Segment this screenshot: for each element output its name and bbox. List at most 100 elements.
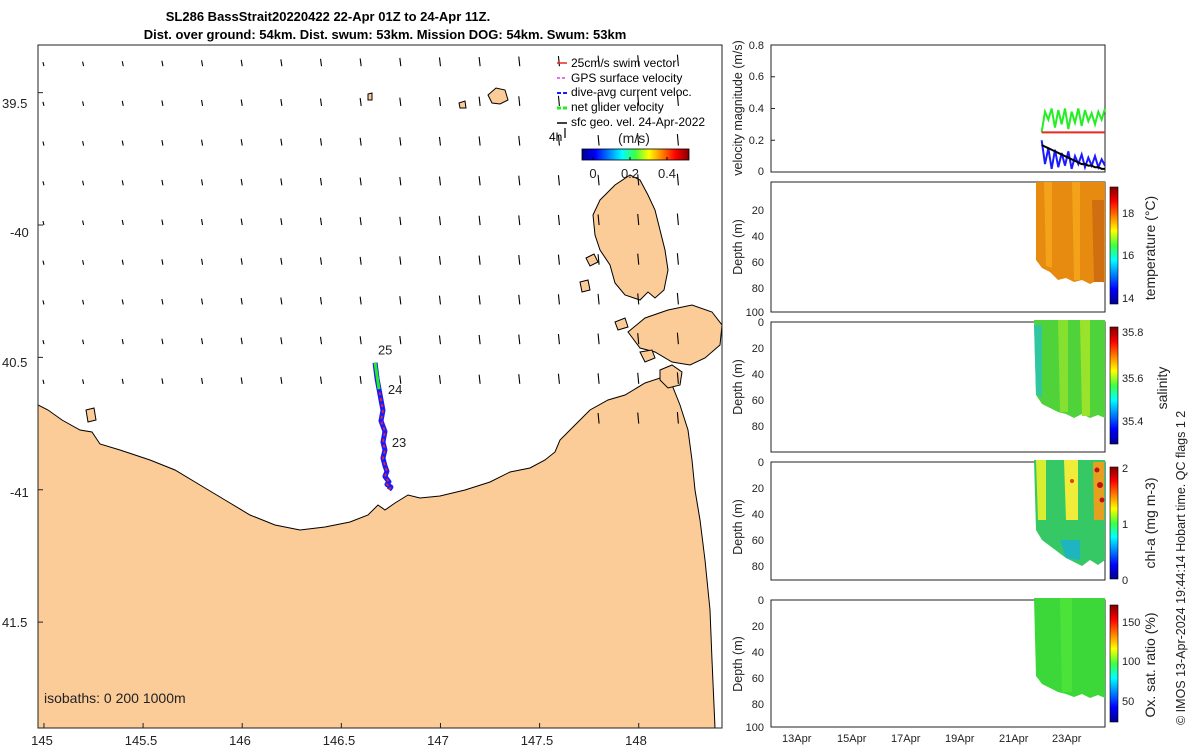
- chla-cbar-label: chl-a (mg m-3): [1142, 477, 1158, 568]
- current-vector: [478, 295, 481, 305]
- current-vector: [399, 216, 402, 226]
- small-island: [579, 279, 591, 293]
- current-vector: [201, 218, 204, 226]
- small-island: [85, 407, 97, 423]
- day-label: 24: [388, 382, 402, 397]
- current-vector: [359, 296, 362, 305]
- current-vector: [597, 134, 600, 146]
- salinity-colorbar: [1109, 326, 1119, 445]
- salinity-ylabel: Depth (m): [731, 359, 745, 415]
- current-vector: [121, 61, 124, 67]
- current-vector: [597, 254, 600, 265]
- current-vector: [121, 180, 124, 186]
- velocity-series-line: [1041, 144, 1105, 170]
- current-vector: [438, 295, 442, 305]
- current-vector: [478, 215, 481, 226]
- map-ytick-label: -40: [10, 225, 29, 240]
- current-vector: [240, 178, 243, 186]
- glider-track: [372, 362, 394, 492]
- vel-ytick: 0.6: [749, 71, 764, 83]
- current-vector: [82, 379, 85, 384]
- chla-section-streak: [1036, 460, 1046, 520]
- oxygen-colorbar: [1109, 604, 1119, 723]
- current-vector: [597, 333, 600, 345]
- current-vector: [597, 293, 600, 305]
- current-vector: [637, 55, 640, 67]
- current-vector: [280, 138, 283, 146]
- depth-tick: 80: [752, 561, 764, 573]
- small-island: [367, 92, 373, 101]
- current-vector: [82, 140, 85, 146]
- current-vector: [597, 214, 600, 226]
- glider-track-line: [372, 362, 394, 492]
- current-vector: [42, 379, 45, 384]
- current-vector-field: [42, 54, 679, 424]
- map-colorbar-tick: 0.2: [621, 166, 639, 181]
- current-vector: [637, 372, 640, 384]
- figure-title-line1: SL286 BassStrait20220422 22-Apr 01Z to 2…: [166, 9, 490, 24]
- chla-hotspot: [1070, 479, 1074, 483]
- current-vector: [438, 375, 442, 384]
- current-vector: [676, 134, 679, 146]
- current-vector: [121, 259, 124, 265]
- date-tick: 15Apr: [837, 733, 867, 745]
- current-vector: [161, 259, 164, 265]
- oxygen-section-streak: [1060, 598, 1072, 692]
- footer-copyright: © IMOS 13-Apr-2024 19:44:14 Hobart time.…: [1174, 411, 1188, 725]
- vel-ylabel: velocity magnitude (m/s): [731, 40, 745, 175]
- temperature-ylabel: Depth (m): [731, 219, 745, 275]
- current-vector: [42, 339, 45, 345]
- current-vector: [280, 218, 283, 226]
- salinity-cbar-tick: 35.6: [1122, 373, 1143, 385]
- current-vector: [82, 299, 85, 305]
- map-colorbar-tick: 0.4: [658, 166, 676, 181]
- salinity-section-streak: [1080, 320, 1090, 416]
- date-tick: 21Apr: [999, 733, 1029, 745]
- salinity-section: [1034, 320, 1105, 418]
- current-vector: [676, 412, 679, 424]
- current-vector: [121, 100, 124, 106]
- current-vector: [280, 297, 283, 305]
- map-legend: 25cm/s swim vector GPS surface velocity …: [549, 56, 705, 181]
- current-vector: [161, 219, 164, 226]
- current-vector: [280, 178, 283, 186]
- depth-tick: 80: [752, 699, 764, 711]
- current-vector: [161, 338, 164, 345]
- current-vector: [399, 335, 402, 345]
- velocity-panel: 0 0.2 0.4 0.6 0.8 velocity magnitude (m/…: [731, 40, 1106, 178]
- velocity-series-line: [1040, 140, 1106, 171]
- current-vector: [161, 378, 164, 384]
- vel-ytick: 0.4: [749, 103, 764, 115]
- current-vector: [478, 136, 481, 146]
- current-vector: [637, 134, 640, 146]
- current-vector: [42, 101, 45, 107]
- current-vector: [637, 253, 640, 265]
- current-vector: [280, 98, 283, 106]
- temperature-cbar-tick: 16: [1122, 250, 1134, 262]
- depth-tick: 20: [752, 343, 764, 355]
- day-label: 23: [392, 435, 406, 450]
- current-vector: [557, 214, 560, 226]
- depth-tick: 40: [752, 369, 764, 381]
- current-vector: [359, 217, 362, 226]
- depth-tick: 60: [752, 257, 764, 269]
- current-vector: [82, 101, 85, 107]
- current-vector: [676, 213, 679, 226]
- map-xtick-label: 145: [31, 733, 53, 748]
- current-vector: [42, 181, 45, 186]
- current-vector: [597, 174, 600, 186]
- current-vector: [240, 258, 243, 265]
- current-vector: [557, 294, 560, 305]
- current-vector: [240, 139, 243, 146]
- current-vector: [438, 216, 442, 226]
- current-vector: [557, 135, 560, 146]
- legend-item: 25cm/s swim vector: [571, 56, 676, 70]
- map-colorbar: [581, 148, 690, 161]
- date-tick: 19Apr: [945, 733, 975, 745]
- current-vector: [82, 180, 85, 186]
- current-vector: [438, 57, 442, 67]
- current-vector: [557, 56, 560, 67]
- depth-tick: 40: [752, 231, 764, 243]
- chla-section-streak: [1093, 462, 1104, 520]
- map-colorbar-label: (m/s): [618, 130, 650, 146]
